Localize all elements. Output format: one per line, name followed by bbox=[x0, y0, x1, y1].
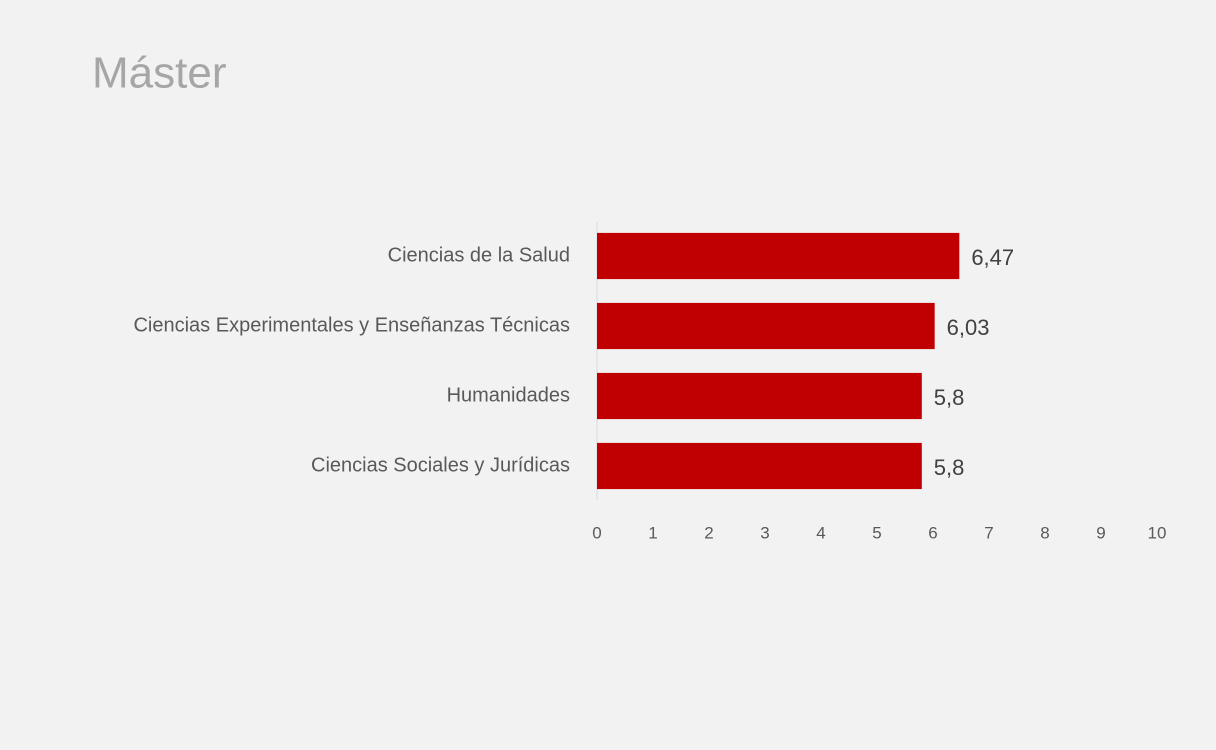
x-tick-label: 2 bbox=[704, 523, 713, 542]
bar bbox=[597, 232, 960, 280]
x-tick-label: 10 bbox=[1148, 523, 1167, 542]
data-label: 6,47 bbox=[971, 245, 1014, 270]
y-tick-label: Ciencias Sociales y Jurídicas bbox=[311, 454, 570, 476]
x-tick-label: 9 bbox=[1096, 523, 1105, 542]
y-tick-label: Ciencias Experimentales y Enseñanzas Téc… bbox=[133, 314, 570, 336]
x-tick-label: 3 bbox=[760, 523, 769, 542]
y-tick-label: Ciencias de la Salud bbox=[388, 244, 570, 266]
x-tick-label: 0 bbox=[592, 523, 601, 542]
x-tick-label: 7 bbox=[984, 523, 993, 542]
data-label: 6,03 bbox=[947, 315, 990, 340]
x-tick-label: 1 bbox=[648, 523, 657, 542]
data-label: 5,8 bbox=[934, 455, 965, 480]
y-tick-label: Humanidades bbox=[447, 384, 570, 406]
bar bbox=[597, 302, 935, 350]
bar bbox=[597, 442, 922, 490]
bar bbox=[597, 372, 922, 420]
x-tick-label: 8 bbox=[1040, 523, 1049, 542]
x-tick-label: 5 bbox=[872, 523, 881, 542]
x-tick-label: 4 bbox=[816, 523, 825, 542]
data-label: 5,8 bbox=[934, 385, 965, 410]
chart-title: Máster bbox=[92, 49, 226, 98]
x-tick-label: 6 bbox=[928, 523, 937, 542]
